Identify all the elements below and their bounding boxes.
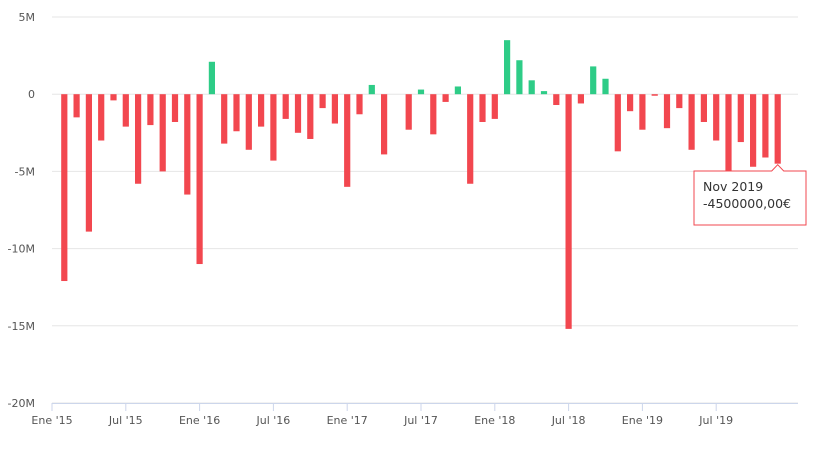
bar[interactable] [368, 84, 375, 95]
bar[interactable] [454, 86, 461, 95]
bar[interactable] [294, 94, 302, 133]
x-tick-label: Ene '18 [474, 414, 515, 427]
y-tick-label: 0 [28, 88, 35, 101]
bar[interactable] [159, 94, 166, 172]
bar[interactable] [614, 94, 621, 152]
bar[interactable] [504, 40, 511, 95]
bar[interactable] [344, 94, 351, 187]
bar[interactable] [147, 94, 154, 126]
bar[interactable] [676, 94, 683, 109]
bar[interactable] [725, 94, 732, 180]
bar[interactable] [122, 94, 129, 127]
bar[interactable] [700, 94, 707, 122]
tooltip-title: Nov 2019 [703, 179, 763, 194]
x-tick-label: Jul '18 [551, 414, 586, 427]
bar[interactable] [307, 94, 314, 139]
bar[interactable] [627, 94, 634, 112]
bar[interactable] [528, 80, 535, 95]
bar[interactable] [491, 94, 498, 119]
y-tick-label: -5M [15, 165, 35, 178]
bar[interactable] [381, 94, 388, 155]
bar[interactable] [540, 91, 548, 95]
x-tick-label: Ene '19 [622, 414, 663, 427]
bar[interactable] [430, 94, 437, 135]
gridlines [52, 16, 798, 404]
tooltip-box [693, 163, 807, 226]
bar[interactable] [553, 94, 560, 106]
bar[interactable] [737, 94, 744, 143]
x-tick-label: Jul '16 [256, 414, 291, 427]
bar[interactable] [590, 66, 597, 95]
bar[interactable] [479, 94, 486, 122]
bar[interactable] [442, 94, 449, 102]
axes: 5M 0 -5M -10M -15M -20M Ene '15 Jul '15 Ene '16 J… [8, 11, 798, 427]
bar[interactable] [467, 94, 474, 184]
bar[interactable] [663, 94, 671, 129]
bar[interactable] [171, 94, 179, 122]
bar[interactable] [135, 94, 142, 184]
bar[interactable] [196, 94, 203, 265]
tooltip-value: -4500000,00€ [703, 196, 791, 211]
x-tick-label: Jul '19 [698, 414, 733, 427]
bar[interactable] [98, 94, 105, 141]
bar[interactable] [85, 94, 92, 232]
bar[interactable] [713, 94, 720, 141]
bar[interactable] [319, 94, 326, 109]
bar[interactable] [516, 60, 523, 95]
bar[interactable] [688, 94, 695, 150]
bar[interactable] [774, 94, 781, 164]
bar[interactable] [331, 94, 338, 124]
bar[interactable] [651, 94, 658, 96]
bar[interactable] [356, 94, 363, 115]
bars [61, 40, 781, 329]
y-tick-label: 5M [19, 11, 36, 24]
y-tick-label: -20M [8, 397, 35, 410]
bar[interactable] [417, 89, 425, 95]
bar[interactable] [73, 94, 80, 118]
bar[interactable] [221, 94, 228, 144]
x-tick-label: Jul '17 [403, 414, 438, 427]
x-tick-label: Ene '16 [179, 414, 220, 427]
bar[interactable] [184, 94, 191, 195]
bar[interactable] [602, 78, 609, 95]
bar[interactable] [750, 94, 757, 167]
bar[interactable] [762, 94, 769, 158]
bar[interactable] [577, 94, 584, 104]
x-tick-label: Jul '15 [108, 414, 143, 427]
bar[interactable] [208, 61, 215, 95]
x-tick-label: Ene '17 [327, 414, 368, 427]
bar[interactable] [282, 94, 289, 119]
x-tick-label: Ene '15 [31, 414, 72, 427]
bar[interactable] [565, 94, 572, 329]
tooltip: Nov 2019 -4500000,00€ [693, 163, 807, 226]
y-tick-label: -10M [8, 243, 35, 256]
bar[interactable] [639, 94, 646, 130]
bar[interactable] [61, 94, 68, 282]
bar[interactable] [245, 94, 252, 150]
bar[interactable] [405, 94, 412, 130]
bar[interactable] [110, 94, 117, 101]
bar[interactable] [258, 94, 265, 127]
bar[interactable] [270, 94, 277, 161]
y-tick-label: -15M [8, 320, 35, 333]
bar[interactable] [233, 94, 240, 132]
